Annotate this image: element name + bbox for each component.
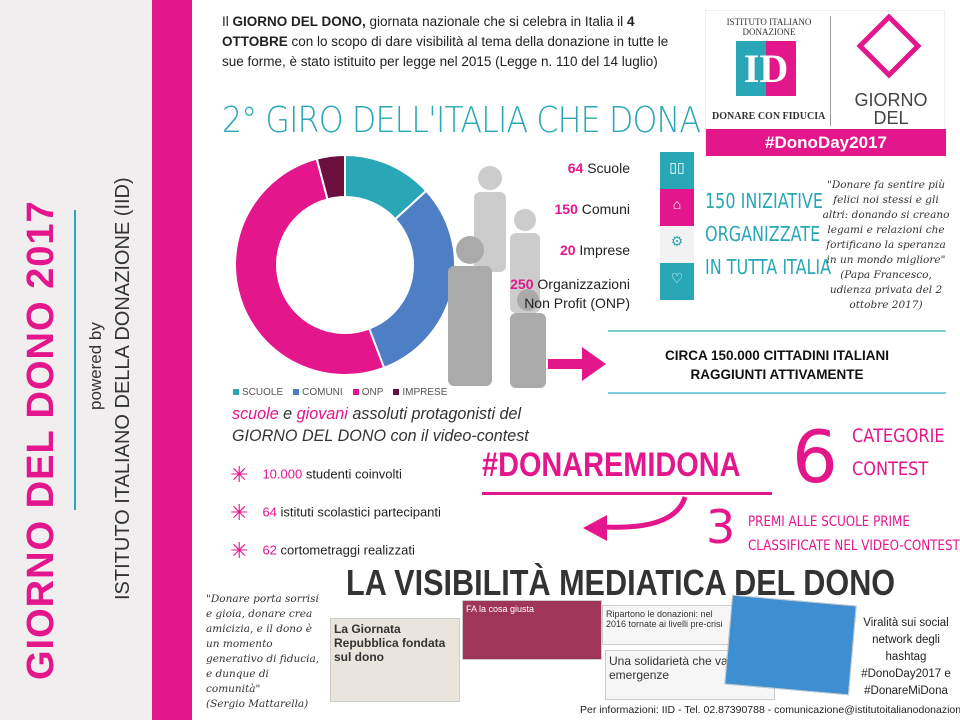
prizes-label: PREMI ALLE SCUOLE PRIME CLASSIFICATE NEL … xyxy=(748,514,960,554)
donut-chart xyxy=(234,153,456,376)
diamond-logo-icon xyxy=(856,13,922,79)
press-clip: Ripartono le donazioni: nel 2016 tornate… xyxy=(602,605,732,645)
quote-mattarella: "Donare porta sorrisi e gioia, donare cr… xyxy=(206,593,320,710)
building-icon: ⌂ xyxy=(660,189,694,226)
sidebar-title: GIORNO DEL DONO 2017 xyxy=(20,200,62,680)
press-clip: FA la cosa giusta xyxy=(462,600,602,660)
initiatives-text: 150 INIZIATIVE ORGANIZZATE IN TUTTA ITALIA xyxy=(705,189,832,279)
media-title: LA VISIBILITÀ MEDIATICA DEL DONO xyxy=(346,562,896,603)
divider xyxy=(74,210,76,510)
category-icons: ▯▯ ⌂ ⚙ ♡ xyxy=(660,152,694,300)
curved-arrow-icon xyxy=(583,496,688,541)
intro-text: Il GIORNO DEL DONO, giornata nazionale c… xyxy=(222,14,669,69)
divider xyxy=(482,492,772,495)
gears-icon: ⚙ xyxy=(660,226,694,263)
stats-list: 64 Scuole 150 Comuni 20 Imprese 250 Orga… xyxy=(500,155,630,315)
stat-comuni: 150 Comuni xyxy=(554,201,631,217)
book-icon: ▯▯ xyxy=(660,152,694,189)
press-clip xyxy=(724,594,857,696)
asterisk-icon: ✳ xyxy=(230,538,249,563)
bullet-students: ✳ 10.000 studenti coinvolti xyxy=(230,462,402,487)
viral-text: Viralità sui social network degli hashta… xyxy=(861,617,951,697)
legend-swatch xyxy=(393,389,400,395)
hashtag-banner: #DonoDay2017 xyxy=(706,129,946,156)
logo-motto: DONARE CON FIDUCIA xyxy=(712,111,826,122)
asterisk-icon: ✳ xyxy=(230,462,249,487)
logo-arc-text: ISTITUTO ITALIANO DONAZIONE xyxy=(726,17,812,37)
asterisk-icon: ✳ xyxy=(230,500,249,525)
arrow-right-icon xyxy=(548,347,606,381)
logo-gdd1: GIORNO xyxy=(854,90,928,110)
citizens-reached: CIRCA 150.000 CITTADINI ITALIANI RAGGIUNT… xyxy=(608,330,946,394)
press-clip: La Giornata Repubblica fondata sul dono xyxy=(330,618,460,702)
people-icon xyxy=(448,166,546,388)
categories-label: CATEGORIE CONTEST xyxy=(852,425,945,480)
sidebar-org: ISTITUTO ITALIANO DELLA DONAZIONE (IID) xyxy=(112,177,134,600)
legend-label: ONP xyxy=(361,387,384,398)
bullet-shorts: ✳ 62 cortometraggi realizzati xyxy=(230,538,415,563)
heart-icon: ♡ xyxy=(660,263,694,300)
legend-item: IMPRESE xyxy=(393,387,447,398)
legend-swatch xyxy=(352,389,359,395)
prizes-number: 3 xyxy=(706,500,736,554)
bullet-schools: ✳ 64 istituti scolastici partecipanti xyxy=(230,500,441,525)
stat-scuole: 64 Scuole xyxy=(567,160,630,176)
donut-slice-comuni xyxy=(367,189,456,370)
legend-item: SCUOLE xyxy=(233,387,283,398)
chart-legend: SCUOLE COMUNI ONP IMPRESE xyxy=(233,387,447,398)
contest-hashtag: #DONAREMIDONA xyxy=(482,446,741,484)
powered-by: powered by xyxy=(86,322,105,410)
legend-label: COMUNI xyxy=(302,387,343,398)
legend-swatch xyxy=(293,389,300,395)
legend-swatch xyxy=(233,389,239,395)
categories-number: 6 xyxy=(792,415,838,499)
legend-item: ONP xyxy=(352,387,384,398)
pink-bar xyxy=(152,0,192,720)
students-heading: scuole e giovani assoluti protagonisti d… xyxy=(232,404,529,445)
legend-label: IMPRESE xyxy=(402,387,448,398)
stat-onp: 250 Organizzazioni Non Profit (ONP) xyxy=(510,276,630,311)
iid-logo: ID xyxy=(736,41,796,96)
stat-imprese: 20 Imprese xyxy=(559,242,630,258)
sidebar-background xyxy=(0,0,152,720)
donut-slice-imprese xyxy=(315,153,346,201)
legend-label: SCUOLE xyxy=(242,387,284,398)
legend-item: COMUNI xyxy=(293,387,343,398)
quote-papa: "Donare fa sentire più felici noi stessi… xyxy=(822,179,950,311)
donut-slice-onp xyxy=(234,157,386,376)
footer-contact: Per informazioni: IID - Tel. 02.87390788… xyxy=(580,704,960,716)
logo: ISTITUTO ITALIANO DONAZIONE ID DONARE CO… xyxy=(705,10,946,156)
section-title: 2° GIRO DELL'ITALIA CHE DONA xyxy=(222,100,701,141)
